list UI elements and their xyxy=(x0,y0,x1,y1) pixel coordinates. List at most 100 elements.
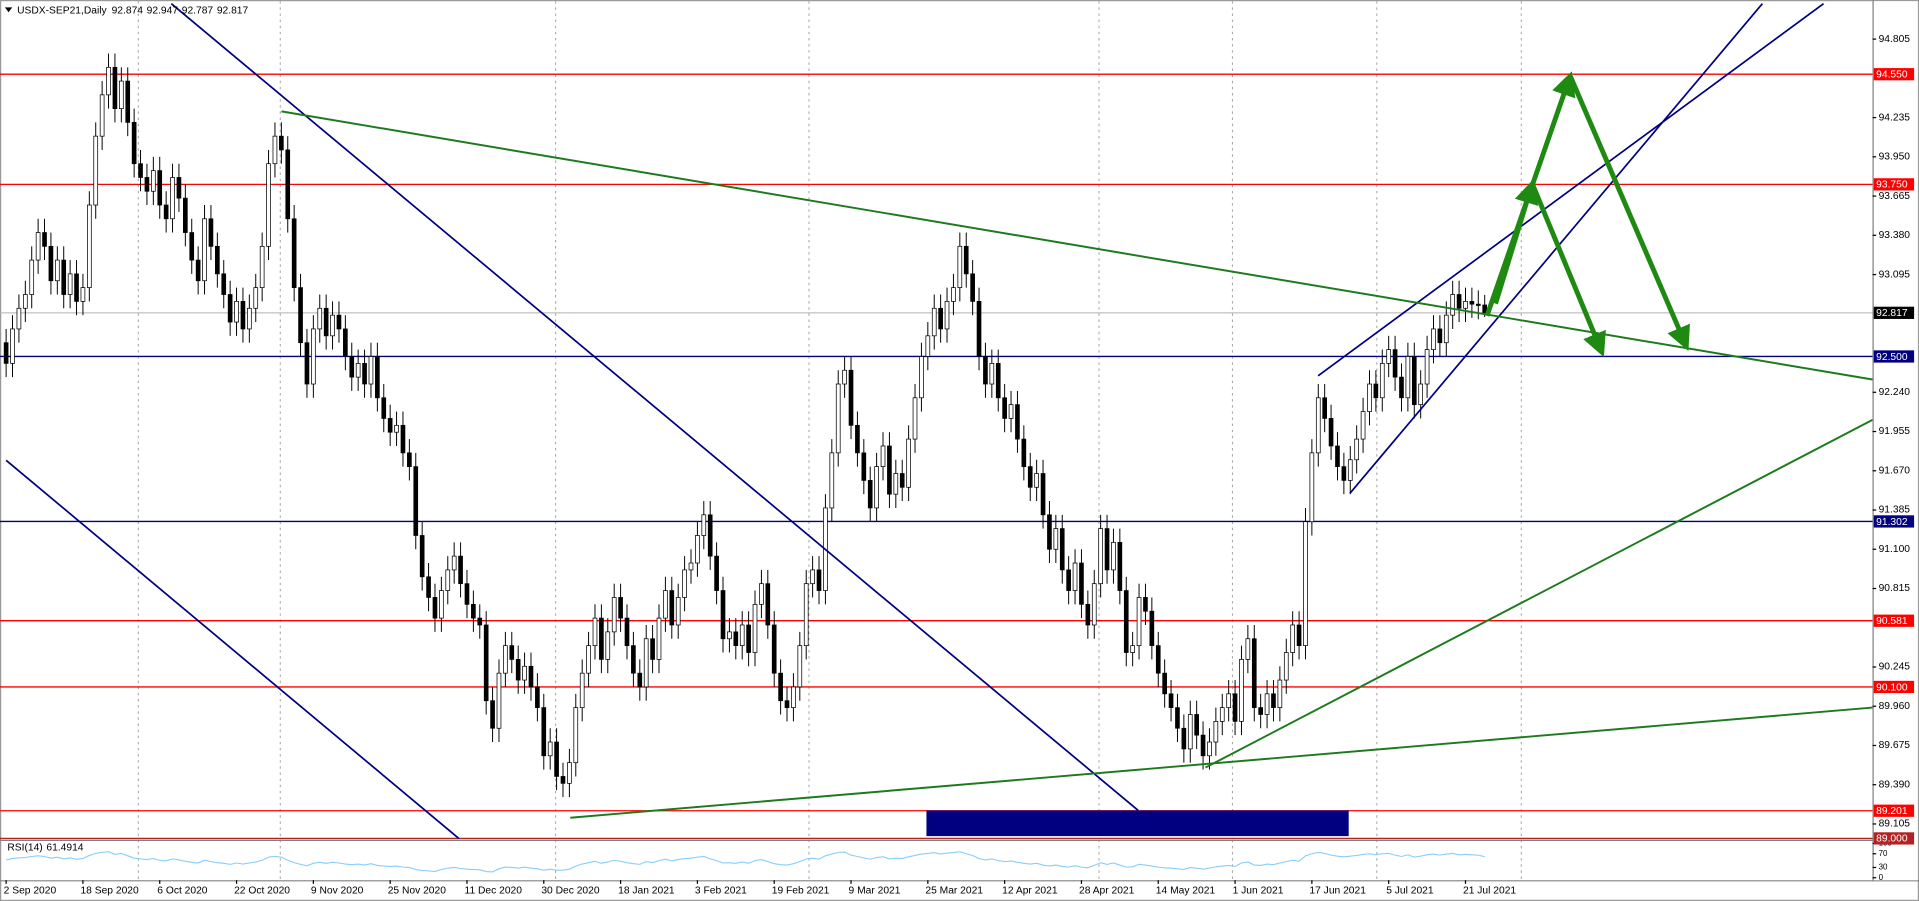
candle-body xyxy=(496,672,502,729)
projection-arrow xyxy=(1493,178,1539,305)
rsi-last: 61.4914 xyxy=(46,842,83,853)
candle-body xyxy=(554,741,559,777)
candle-body xyxy=(176,177,182,199)
candle-body xyxy=(253,287,259,309)
candle-body xyxy=(304,342,310,385)
candle-body xyxy=(663,590,668,619)
menu-arrow[interactable] xyxy=(4,7,13,13)
candle-body xyxy=(400,424,406,454)
candle-body xyxy=(387,418,393,433)
candle-body xyxy=(343,328,348,357)
candle-body xyxy=(778,672,783,702)
candle-body xyxy=(1251,638,1257,708)
level-label-bg xyxy=(1873,804,1915,817)
candle-body xyxy=(1367,383,1372,412)
candle-body xyxy=(355,362,361,378)
candle-body xyxy=(1277,679,1283,708)
candle-body xyxy=(701,514,707,536)
y-tick-label: 93.095 xyxy=(1879,269,1911,280)
candle-body xyxy=(816,569,822,591)
current-price-label: 92.817 xyxy=(1876,308,1908,319)
x-tick-label: 2 Sep 2020 xyxy=(4,885,57,896)
candle-body xyxy=(112,66,118,109)
candle-body xyxy=(432,597,438,619)
candle-body xyxy=(695,535,700,564)
candle-body xyxy=(471,603,476,619)
candle-body xyxy=(1053,528,1059,550)
x-tick-label: 9 Mar 2021 xyxy=(849,885,901,896)
level-label: 93.750 xyxy=(1876,180,1908,191)
candle-body xyxy=(1123,590,1129,653)
candle-body xyxy=(1290,624,1295,653)
x-tick-label: 9 Nov 2020 xyxy=(311,885,364,896)
candle-body xyxy=(1482,304,1488,314)
candle-body xyxy=(547,741,553,757)
candle-body xyxy=(317,307,323,330)
candle-body xyxy=(1328,418,1334,447)
level-label-bg xyxy=(1873,515,1915,528)
level-label-bg xyxy=(1873,680,1915,694)
candle-body xyxy=(1283,652,1289,681)
rsi-header: RSI(14) 61.4914 xyxy=(7,842,83,853)
candle-body xyxy=(1245,638,1251,660)
x-tick-label: 22 Oct 2020 xyxy=(234,885,290,896)
candle-body xyxy=(1226,693,1231,708)
candle-body xyxy=(439,590,444,619)
candle-body xyxy=(1411,356,1417,406)
candle-body xyxy=(1264,693,1270,715)
level-label-bg xyxy=(1873,614,1915,627)
rsi-tick-label: 30 xyxy=(1879,863,1888,872)
candle-body xyxy=(586,645,591,674)
candle-body xyxy=(1315,397,1321,454)
x-tick-label: 25 Nov 2020 xyxy=(388,885,446,896)
candle-body xyxy=(1155,645,1161,674)
axes: 94.805 94.235 93.950 93.665 93.380 93.095 92.2… xyxy=(4,34,1915,896)
candle-body xyxy=(1437,328,1443,344)
candle-body xyxy=(202,218,207,282)
last-low: 92.787 xyxy=(182,5,214,16)
candle-body xyxy=(675,597,681,626)
candle-body xyxy=(1130,645,1135,653)
candle-body xyxy=(535,686,540,708)
candle-body xyxy=(963,245,969,275)
candle-body xyxy=(771,624,777,674)
candle-body xyxy=(944,301,950,330)
candle-body xyxy=(330,314,335,337)
candle-body xyxy=(183,197,188,233)
candle-body xyxy=(784,700,790,708)
candle-body xyxy=(99,94,105,137)
level-label: 92.500 xyxy=(1876,352,1908,363)
candle-body xyxy=(797,645,803,688)
candle-body xyxy=(1239,659,1244,722)
candle-body xyxy=(989,362,995,385)
y-tick-label: 93.665 xyxy=(1879,191,1911,202)
candle-body xyxy=(874,466,879,509)
candle-body xyxy=(266,163,271,247)
candle-body xyxy=(349,356,355,378)
candle-body xyxy=(144,177,150,192)
trend-line xyxy=(5,459,460,840)
candle-body xyxy=(503,645,508,674)
trend-line xyxy=(1205,419,1873,769)
candle-body xyxy=(599,617,604,660)
candle-body xyxy=(976,301,982,357)
last-high: 92.947 xyxy=(147,5,179,16)
x-tick-label: 30 Dec 2020 xyxy=(541,885,599,896)
rsi-title: RSI(14) xyxy=(7,842,42,853)
candle-body xyxy=(227,294,233,323)
candle-body xyxy=(87,204,92,288)
price-axis-bg xyxy=(1872,1,1918,881)
candle-body xyxy=(477,617,483,626)
symbol-title: USDX-SEP21,Daily xyxy=(17,5,107,16)
trend-line xyxy=(570,706,1873,819)
candle-body xyxy=(919,356,924,399)
candle-body xyxy=(739,624,745,647)
y-tick-label: 90.245 xyxy=(1879,662,1911,673)
candle-body xyxy=(522,665,527,681)
candle-body xyxy=(931,307,937,337)
candle-body xyxy=(1373,383,1379,399)
y-tick-label: 94.235 xyxy=(1879,112,1911,123)
candle-body xyxy=(1175,707,1180,729)
candle-body xyxy=(1008,404,1014,419)
